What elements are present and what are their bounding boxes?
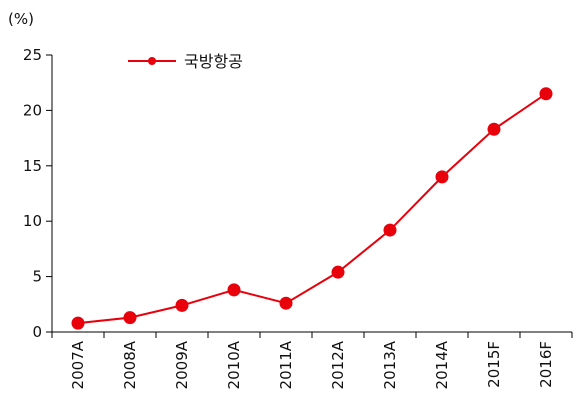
x-tick-label: 2008A xyxy=(121,340,139,389)
x-tick-label: 2011A xyxy=(277,340,295,389)
series-layer xyxy=(71,87,553,330)
data-point xyxy=(175,298,189,312)
data-point xyxy=(71,316,85,330)
data-point xyxy=(123,311,137,325)
data-point xyxy=(539,87,553,101)
data-point xyxy=(435,170,449,184)
y-tick-label: 25 xyxy=(23,46,42,64)
legend-label: 국방항공 xyxy=(184,52,243,71)
x-tick-label: 2016F xyxy=(537,341,555,388)
y-tick-label: 10 xyxy=(23,212,42,230)
data-point xyxy=(383,223,397,237)
y-tick-label: 15 xyxy=(23,157,42,175)
x-axis: 2007A 2008A 2009A 2010A 2011A 2012A 2013A 2014A… xyxy=(51,331,573,389)
data-point xyxy=(487,122,501,136)
x-tick-label: 2007A xyxy=(69,340,87,389)
y-tick-label: 5 xyxy=(32,268,42,286)
x-tick-label: 2009A xyxy=(173,340,191,389)
legend-marker-swatch xyxy=(148,57,156,65)
x-tick-label: 2014A xyxy=(433,340,451,389)
y-tick-label: 0 xyxy=(32,323,42,341)
y-axis: 0 5 10 15 20 25 xyxy=(23,46,53,341)
y-tick-label: 20 xyxy=(23,101,42,119)
legend: 국방항공 xyxy=(128,52,243,71)
x-tick-label: 2013A xyxy=(381,340,399,389)
data-point xyxy=(227,283,241,297)
x-tick-label: 2010A xyxy=(225,340,243,389)
x-tick-label: 2012A xyxy=(329,340,347,389)
series-line xyxy=(77,92,547,325)
x-tick-label: 2015F xyxy=(485,341,503,388)
data-point xyxy=(331,265,345,279)
y-axis-unit-label: (%) xyxy=(8,10,34,28)
data-point xyxy=(279,296,293,310)
